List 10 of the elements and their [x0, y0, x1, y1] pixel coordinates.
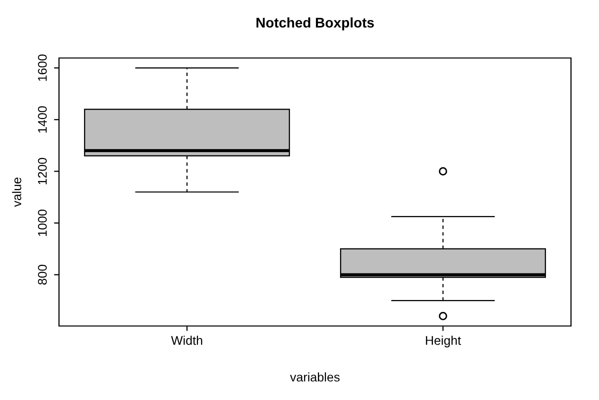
y-tick-label: 800: [38, 264, 47, 285]
y-tick-label: 1400: [38, 106, 47, 133]
y-tick-label: 1200: [38, 158, 47, 184]
chart-title: Notched Boxplots: [256, 17, 374, 30]
y-tick-label: 1600: [38, 54, 47, 81]
x-tick-label: Height: [426, 336, 461, 348]
y-tick-label: 1000: [38, 210, 47, 236]
x-tick-label: Width: [171, 336, 202, 345]
y-axis-title: value: [12, 178, 22, 207]
x-axis-title: variables: [290, 372, 340, 382]
